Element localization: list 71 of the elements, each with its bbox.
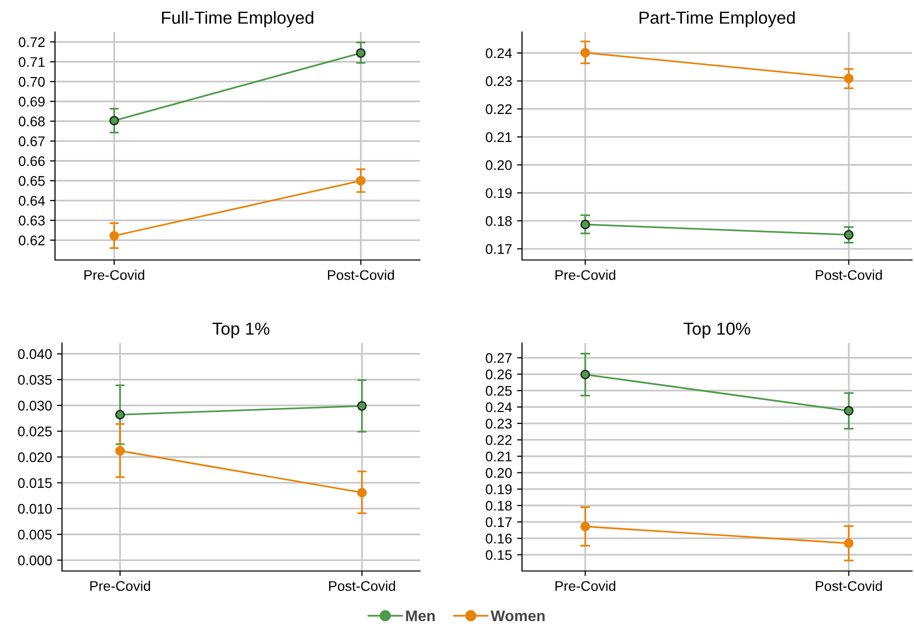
y-tick-label: 0.21 — [486, 132, 512, 142]
y-tick-label: 0.035 — [18, 374, 52, 385]
y-tick-label: 0.18 — [486, 500, 512, 511]
y-tick-label: 0.24 — [486, 402, 512, 412]
point — [844, 74, 854, 84]
y-tick-label: 0.18 — [486, 216, 512, 226]
y-tick-label: 0.22 — [486, 435, 512, 446]
y-tick-label: 0.67 — [18, 136, 45, 146]
y-tick-label: 0.27 — [486, 353, 512, 363]
y-tick-label: 0.23 — [486, 418, 512, 429]
point — [115, 410, 125, 420]
y-tick-label: 0.62 — [18, 236, 45, 246]
x-tick-label: Pre-Covid — [90, 580, 150, 591]
x-tick-label: Post-Covid — [816, 580, 882, 591]
point — [109, 231, 119, 241]
y-tick-label: 0.69 — [18, 96, 45, 107]
point — [580, 522, 590, 532]
point — [356, 48, 366, 58]
y-tick-label: 0.19 — [486, 484, 512, 494]
y-tick-label: 0.010 — [18, 504, 52, 514]
point — [844, 538, 854, 548]
point — [580, 48, 590, 58]
y-tick-label: 0.030 — [18, 400, 52, 411]
point — [356, 176, 366, 186]
y-tick-label: 0.72 — [18, 37, 45, 48]
y-tick-label: 0.70 — [18, 76, 45, 87]
point — [844, 230, 854, 240]
y-tick-label: 0.15 — [486, 550, 512, 560]
y-tick-label: 0.65 — [18, 176, 45, 186]
chart-title: Part-Time Employed — [640, 11, 795, 28]
y-tick-label: 0.26 — [486, 370, 512, 380]
y-tick-label: 0.71 — [18, 57, 45, 67]
y-tick-label: 0.20 — [486, 160, 512, 170]
y-tick-label: 0.17 — [486, 244, 512, 254]
y-tick-label: 0.66 — [18, 156, 45, 166]
y-tick-label: 0.21 — [486, 452, 512, 462]
y-tick-label: 0.16 — [486, 534, 512, 544]
point — [357, 488, 367, 498]
y-tick-label: 0.25 — [486, 386, 512, 396]
y-tick-label: 0.17 — [486, 517, 512, 528]
y-tick-label: 0.19 — [486, 188, 512, 198]
y-tick-label: 0.22 — [486, 104, 512, 114]
y-tick-label: 0.68 — [18, 116, 45, 126]
legend-label: Men — [406, 610, 435, 622]
chart-title: Top 1% — [212, 322, 270, 338]
y-tick-label: 0.64 — [18, 196, 45, 206]
y-tick-label: 0.23 — [486, 76, 512, 86]
y-tick-label: 0.20 — [486, 468, 512, 478]
point — [115, 446, 125, 456]
chart-title: Top 10% — [684, 322, 750, 338]
y-tick-label: 0.015 — [18, 478, 52, 488]
y-tick-label: 0.040 — [18, 349, 52, 359]
x-tick-label: Pre-Covid — [556, 270, 616, 280]
x-tick-label: Post-Covid — [329, 580, 396, 591]
point — [580, 370, 590, 380]
x-tick-label: Post-Covid — [816, 270, 882, 280]
y-tick-label: 0.24 — [486, 48, 512, 58]
chart-title: Full-Time Employed — [162, 11, 314, 28]
point — [844, 406, 854, 416]
y-tick-label: 0.005 — [18, 530, 52, 540]
point — [109, 116, 119, 126]
x-tick-label: Pre-Covid — [84, 270, 144, 280]
y-tick-label: 0.025 — [18, 426, 52, 436]
x-tick-label: Pre-Covid — [556, 580, 616, 591]
point — [357, 401, 367, 411]
y-tick-label: 0.63 — [18, 216, 45, 226]
y-tick-label: 0.000 — [18, 556, 52, 566]
y-tick-label: 0.020 — [18, 452, 52, 462]
x-tick-label: Post-Covid — [328, 270, 394, 280]
point — [580, 220, 590, 230]
legend-label: Women — [490, 610, 545, 622]
